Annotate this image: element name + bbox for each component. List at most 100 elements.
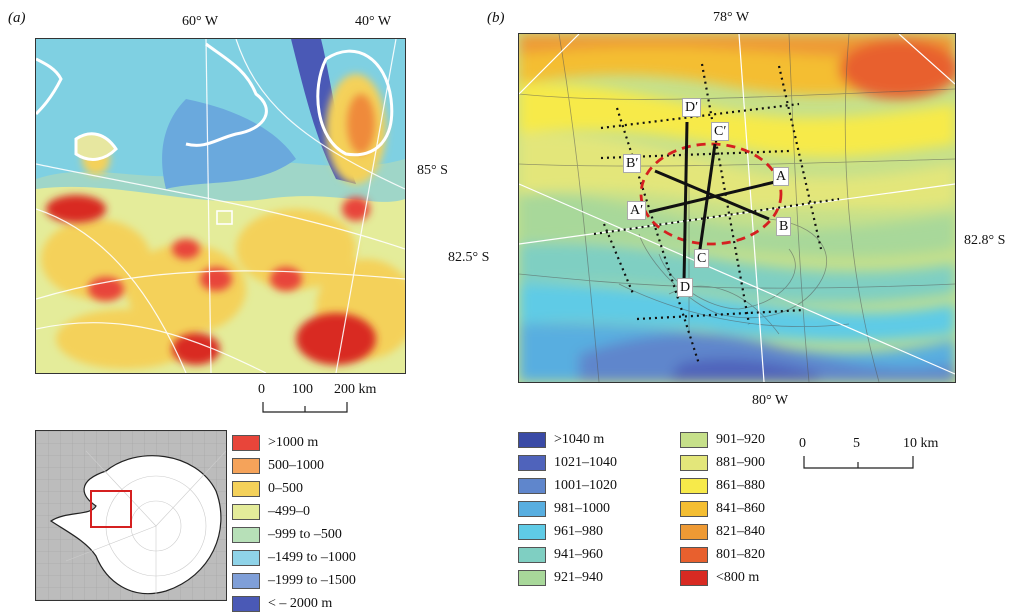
legend-a-label: 500–1000 (268, 458, 324, 473)
legend-b-label: 981–1000 (554, 501, 610, 516)
lat-label-85s: 85° S (417, 163, 448, 178)
legend-a: >1000 m 500–1000 0–500 –499–0 –999 to –500 –1… (232, 433, 432, 612)
legend-a-label: –499–0 (268, 504, 310, 519)
legend-a-swatch (232, 573, 260, 589)
ice-surface-map-b-graphic (519, 34, 955, 382)
legend-b-label: 941–960 (554, 547, 603, 562)
legend-b-label: 1021–1040 (554, 455, 617, 470)
lon-label-78w: 78° W (713, 10, 750, 25)
legend-a-swatch (232, 527, 260, 543)
legend-b-item: >1040 m (518, 430, 604, 450)
scale-b-tick-0: 0 (799, 436, 806, 451)
legend-a-label: –999 to –500 (268, 527, 342, 542)
scale-a-line (262, 402, 348, 413)
legend-a-swatch (232, 504, 260, 520)
lat-label-82-8s: 82.8° S (964, 233, 1006, 248)
ice-surface-map-b: D′ C′ B′ A A′ B C D (518, 33, 956, 383)
legend-b-swatch (518, 524, 546, 540)
point-label-b-prime: B′ (623, 154, 642, 173)
legend-a-label: < – 2000 m (268, 596, 333, 611)
legend-a-label: 0–500 (268, 481, 303, 496)
scale-a-tick-200: 200 km (334, 382, 377, 397)
legend-b-label: 821–840 (716, 524, 765, 539)
legend-b-swatch (680, 524, 708, 540)
scale-b-line (803, 456, 914, 469)
legend-a-swatch (232, 596, 260, 612)
legend-b-item: 921–940 (518, 568, 603, 588)
legend-b-item: 801–820 (680, 545, 765, 565)
antarctica-inset-graphic (36, 431, 226, 600)
legend-a-item: 500–1000 (232, 456, 324, 476)
legend-b-label: <800 m (716, 570, 760, 585)
legend-b-swatch (518, 478, 546, 494)
lon-label-60w: 60° W (182, 14, 219, 29)
legend-b-swatch (518, 432, 546, 448)
study-area-circle (639, 142, 783, 246)
legend-a-label: –1499 to –1000 (268, 550, 356, 565)
legend-b-swatch (680, 570, 708, 586)
legend-b-item: 901–920 (680, 430, 765, 450)
antarctica-inset-map (35, 430, 227, 601)
scale-bar-b: 0 5 10 km (799, 436, 953, 476)
legend-a-item: –1499 to –1000 (232, 548, 356, 568)
legend-b-item: 961–980 (518, 522, 603, 542)
legend-b-label: 921–940 (554, 570, 603, 585)
legend-b-item: 941–960 (518, 545, 603, 565)
scale-a-tick-0: 0 (258, 382, 265, 397)
legend-a-item: >1000 m (232, 433, 318, 453)
inset-location-box (90, 490, 132, 528)
legend-b-item: 861–880 (680, 476, 765, 496)
legend-b-swatch (680, 478, 708, 494)
legend-a-item: –499–0 (232, 502, 310, 522)
legend-b-item: 981–1000 (518, 499, 610, 519)
point-label-c: C (694, 249, 710, 268)
legend-b-label: 901–920 (716, 432, 765, 447)
legend-a-label: –1999 to –1500 (268, 573, 356, 588)
point-label-c-prime: C′ (711, 122, 730, 141)
legend-a-swatch (232, 458, 260, 474)
scale-b-tick-5: 5 (853, 436, 860, 451)
legend-b-label: >1040 m (554, 432, 605, 447)
point-label-a: A (773, 167, 790, 186)
topography-map-a-graphic (36, 39, 405, 373)
panel-a-label: (a) (8, 10, 26, 26)
lat-label-82-5s: 82.5° S (448, 250, 490, 265)
study-area-box (216, 210, 233, 225)
legend-b-label: 801–820 (716, 547, 765, 562)
legend-b-item: 1021–1040 (518, 453, 617, 473)
point-label-a-prime: A′ (627, 201, 647, 220)
panel-b-label: (b) (487, 10, 505, 26)
legend-b-label: 881–900 (716, 455, 765, 470)
legend-b-item: 841–860 (680, 499, 765, 519)
legend-b-item: 881–900 (680, 453, 765, 473)
legend-a-swatch (232, 550, 260, 566)
scale-b-tick-10: 10 km (903, 436, 939, 451)
legend-a-label: >1000 m (268, 435, 319, 450)
legend-a-item: –1999 to –1500 (232, 571, 356, 591)
legend-b-swatch (518, 570, 546, 586)
legend-a-item: –999 to –500 (232, 525, 342, 545)
topography-map-a (35, 38, 406, 374)
lon-label-80w: 80° W (752, 393, 789, 408)
point-label-d: D (677, 278, 694, 297)
legend-b-swatch (680, 547, 708, 563)
legend-a-swatch (232, 435, 260, 451)
lon-label-40w: 40° W (355, 14, 392, 29)
legend-b-swatch (680, 455, 708, 471)
legend-b-label: 1001–1020 (554, 478, 617, 493)
legend-b-label: 841–860 (716, 501, 765, 516)
legend-b-item: <800 m (680, 568, 759, 588)
scale-a-tick-100: 100 (292, 382, 313, 397)
legend-b-col1: >1040 m 1021–1040 1001–1020 981–1000 961–980… (518, 430, 648, 600)
legend-b-item: 1001–1020 (518, 476, 617, 496)
legend-b-label: 861–880 (716, 478, 765, 493)
legend-b-label: 961–980 (554, 524, 603, 539)
legend-b-swatch (518, 455, 546, 471)
legend-b-swatch (518, 501, 546, 517)
legend-b-swatch (518, 547, 546, 563)
legend-b-swatch (680, 501, 708, 517)
legend-a-item: 0–500 (232, 479, 303, 499)
legend-b-swatch (680, 432, 708, 448)
legend-a-item: < – 2000 m (232, 594, 332, 614)
scale-bar-a: 0 100 200 km (258, 382, 432, 418)
